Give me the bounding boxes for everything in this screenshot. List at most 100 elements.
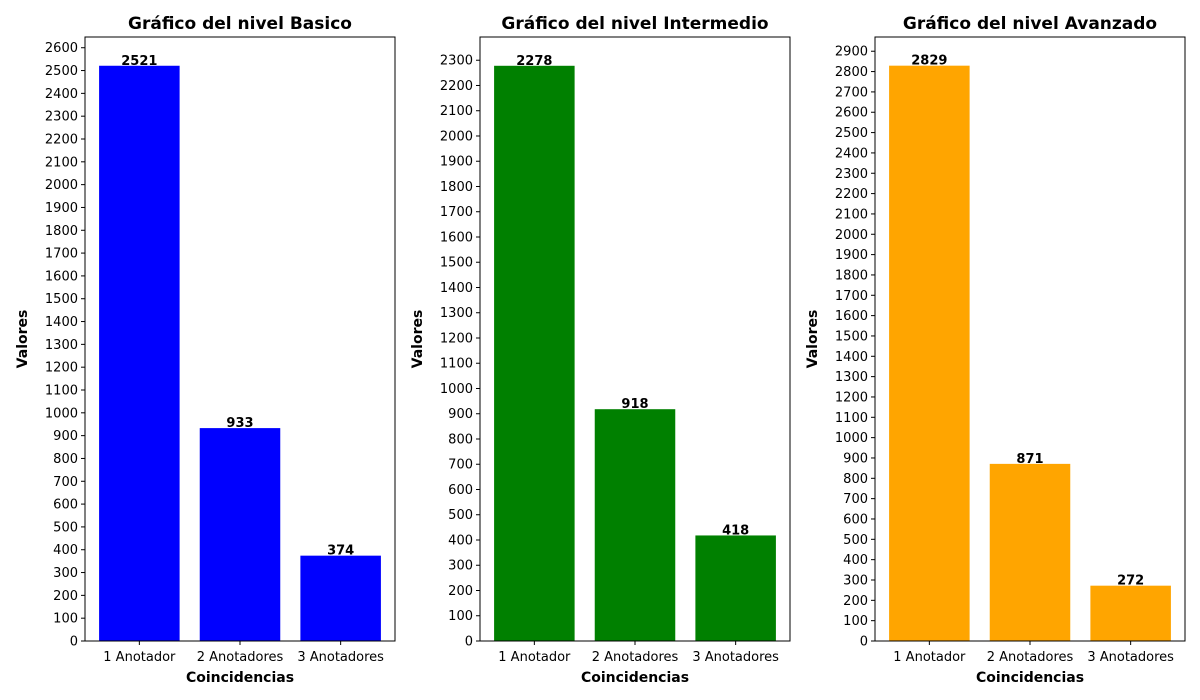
y-tick-label: 1700 (835, 289, 868, 304)
bar (1090, 585, 1171, 641)
y-tick-label: 2000 (440, 129, 473, 144)
y-tick-label: 1800 (835, 268, 868, 283)
bar (99, 65, 180, 641)
y-tick-label: 600 (448, 483, 473, 498)
y-tick-label: 1300 (835, 370, 868, 385)
y-tick-label: 1500 (835, 329, 868, 344)
bar (989, 463, 1071, 641)
y-tick-label: 700 (843, 492, 868, 507)
y-tick-label: 1500 (45, 292, 78, 307)
y-tick-label: 300 (843, 573, 868, 588)
y-tick-label: 1200 (45, 361, 78, 376)
bar (494, 65, 575, 641)
x-tick-label: 2 Anotadores (592, 650, 679, 665)
y-tick-label: 1800 (45, 224, 78, 239)
x-tick-label: 3 Anotadores (1087, 650, 1174, 665)
y-tick-label: 1900 (45, 201, 78, 216)
y-tick-label: 100 (843, 614, 868, 629)
y-tick-label: 700 (53, 475, 78, 490)
y-tick-label: 1700 (45, 247, 78, 262)
data-label: 871 (1016, 452, 1043, 467)
y-tick-label: 400 (53, 543, 78, 558)
chart-title: Gráfico del nivel Basico (128, 14, 352, 34)
y-tick-label: 600 (53, 498, 78, 513)
y-tick-label: 2700 (835, 85, 868, 100)
y-tick-label: 1100 (440, 357, 473, 372)
y-tick-label: 1000 (440, 382, 473, 397)
y-tick-label: 2800 (835, 65, 868, 80)
y-tick-label: 2500 (45, 64, 78, 79)
y-tick-label: 2100 (440, 104, 473, 119)
y-tick-label: 1300 (45, 338, 78, 353)
y-tick-label: 2300 (440, 54, 473, 69)
y-tick-label: 800 (843, 472, 868, 487)
y-tick-label: 0 (70, 635, 78, 650)
y-tick-label: 1100 (45, 383, 78, 398)
y-tick-label: 1300 (440, 306, 473, 321)
y-tick-label: 700 (448, 458, 473, 473)
y-tick-label: 2200 (835, 187, 868, 202)
y-tick-label: 1400 (440, 281, 473, 296)
y-tick-label: 500 (448, 508, 473, 523)
x-tick-label: 3 Anotadores (297, 650, 384, 665)
bar (889, 65, 970, 641)
y-tick-label: 200 (53, 589, 78, 604)
y-tick-label: 1600 (440, 230, 473, 245)
y-tick-label: 1700 (440, 205, 473, 220)
data-label: 2521 (121, 54, 157, 69)
data-label: 418 (722, 523, 749, 538)
y-tick-label: 500 (53, 520, 78, 535)
y-tick-label: 2200 (45, 132, 78, 147)
y-tick-label: 1600 (835, 309, 868, 324)
y-tick-label: 900 (843, 451, 868, 466)
y-tick-label: 600 (843, 512, 868, 527)
x-axis-label: Coincidencias (581, 670, 689, 686)
chart-title: Gráfico del nivel Avanzado (903, 14, 1157, 34)
y-tick-label: 100 (448, 609, 473, 624)
y-tick-label: 2100 (45, 155, 78, 170)
y-tick-label: 1900 (835, 248, 868, 263)
y-tick-label: 1100 (835, 411, 868, 426)
y-tick-label: 100 (53, 612, 78, 627)
y-axis-label: Valores (410, 310, 426, 369)
y-tick-label: 1400 (45, 315, 78, 330)
data-label: 2278 (516, 54, 552, 69)
y-tick-label: 300 (448, 559, 473, 574)
x-tick-label: 3 Anotadores (692, 650, 779, 665)
y-tick-label: 2400 (45, 87, 78, 102)
y-tick-label: 200 (843, 594, 868, 609)
y-tick-label: 2500 (835, 126, 868, 141)
data-label: 2829 (911, 54, 947, 69)
x-tick-label: 1 Anotador (893, 650, 966, 665)
data-label: 933 (226, 416, 253, 431)
y-axis-label: Valores (15, 310, 31, 369)
y-axis-label: Valores (805, 310, 821, 369)
y-tick-label: 2200 (440, 79, 473, 94)
y-tick-label: 1900 (440, 155, 473, 170)
bar (695, 535, 776, 641)
y-tick-label: 2000 (835, 228, 868, 243)
x-tick-label: 2 Anotadores (197, 650, 284, 665)
data-label: 374 (327, 544, 354, 559)
y-tick-label: 1200 (835, 390, 868, 405)
y-tick-label: 2300 (45, 110, 78, 125)
y-tick-label: 1000 (835, 431, 868, 446)
y-tick-label: 300 (53, 566, 78, 581)
y-tick-label: 1400 (835, 350, 868, 365)
y-tick-label: 1600 (45, 269, 78, 284)
y-tick-label: 1000 (45, 406, 78, 421)
bar (300, 555, 381, 641)
x-tick-label: 2 Anotadores (987, 650, 1074, 665)
y-tick-label: 1800 (440, 180, 473, 195)
y-tick-label: 2900 (835, 45, 868, 60)
bar (594, 409, 676, 641)
y-tick-label: 0 (465, 635, 473, 650)
y-tick-label: 400 (448, 533, 473, 548)
y-tick-label: 1500 (440, 256, 473, 271)
y-tick-label: 2600 (835, 106, 868, 121)
y-tick-label: 500 (843, 533, 868, 548)
x-axis-label: Coincidencias (186, 670, 294, 686)
y-tick-label: 900 (53, 429, 78, 444)
data-label: 918 (621, 397, 648, 412)
y-tick-label: 800 (448, 432, 473, 447)
